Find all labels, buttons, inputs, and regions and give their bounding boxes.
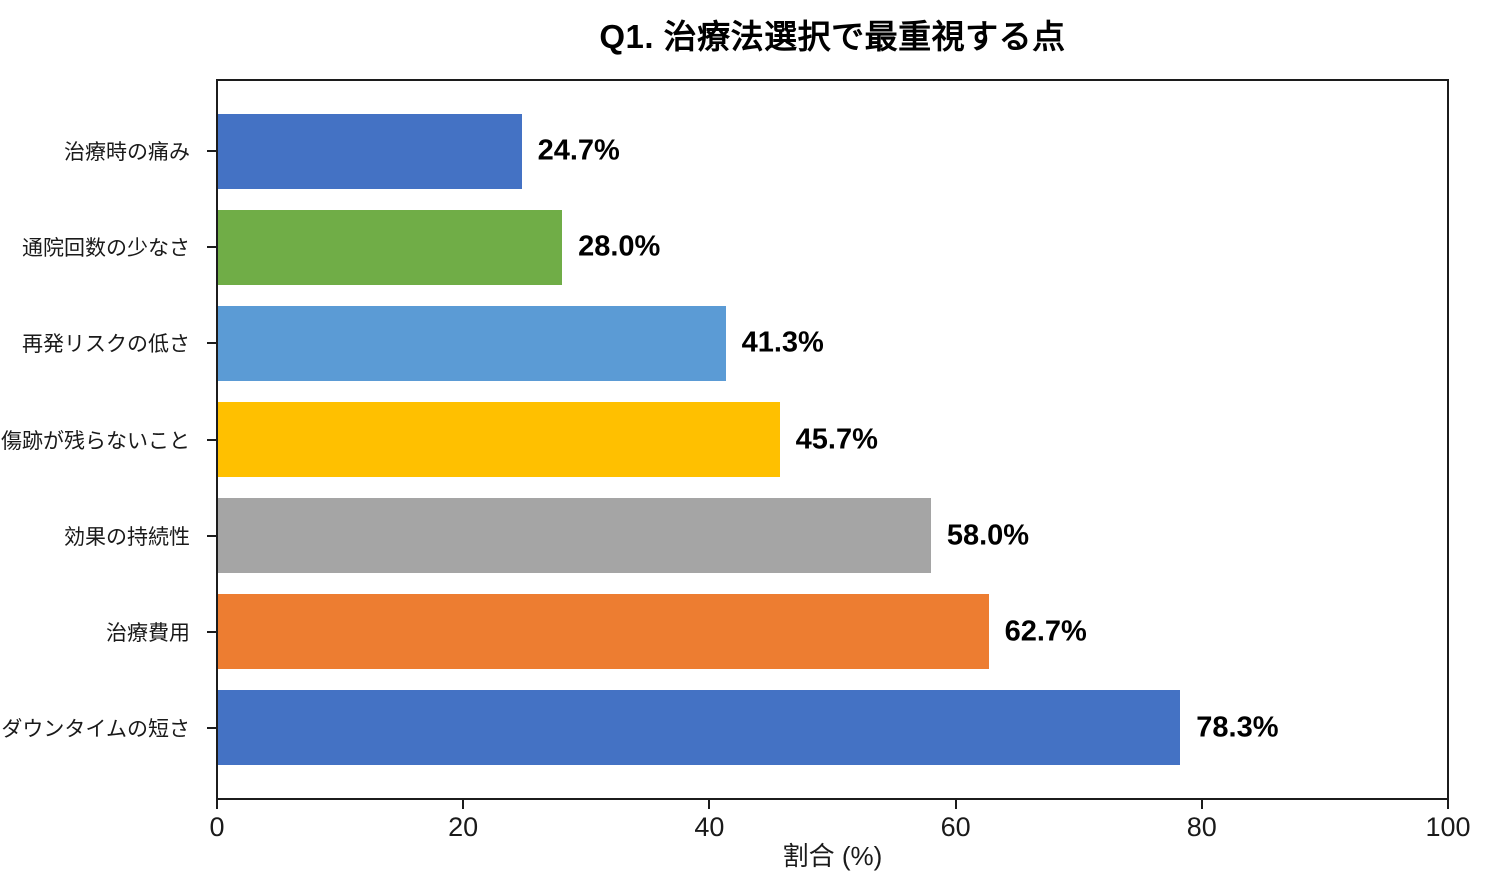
bar-value-label: 62.7%	[1004, 615, 1087, 648]
x-axis-label: 割合 (%)	[782, 841, 883, 871]
bar-value-label: 41.3%	[741, 326, 824, 359]
y-tick-mark	[207, 342, 216, 345]
y-tick-label: 治療費用	[106, 621, 190, 645]
y-tick-label: 効果の持続性	[64, 525, 190, 549]
bar-2	[218, 209, 563, 285]
x-tick-mark	[216, 800, 218, 809]
bar-6	[218, 594, 989, 670]
y-axis: 治療時の痛み通院回数の少なさ 再発リスクの低さ傷跡が残らないこと効果の持続性治療費…	[0, 81, 216, 798]
bar-value-label: 24.7%	[537, 134, 620, 167]
y-tick-mark	[207, 246, 216, 249]
bar-7	[218, 690, 1181, 766]
bar-value-label: 58.0%	[946, 519, 1030, 552]
bar-4	[218, 402, 780, 477]
y-tick-mark	[207, 438, 216, 441]
x-tick-label: 60	[940, 812, 971, 842]
bar-1	[218, 113, 522, 189]
y-tick-label: 通院回数の少なさ	[22, 237, 190, 261]
x-tick-mark	[954, 800, 957, 809]
bar-5	[218, 498, 931, 574]
y-tick-mark	[207, 630, 216, 633]
bar-value-label: 28.0%	[578, 230, 661, 263]
x-tick-label: 40	[694, 812, 725, 842]
bar-value-label: 78.3%	[1196, 711, 1279, 744]
y-tick-label: ダウンタイムの短さ	[1, 717, 190, 741]
plot-area: 24.7% 28.0% 41.3% 45.7% 58.0% 62.7% 78.3%	[216, 79, 1449, 800]
x-tick-label: 100	[1425, 812, 1471, 842]
x-tick-mark	[708, 800, 711, 809]
y-tick-label: 傷跡が残らないこと	[1, 429, 190, 453]
x-tick-mark	[462, 800, 465, 809]
x-tick-label: 20	[448, 812, 479, 842]
y-tick-mark	[207, 534, 216, 537]
bar-3	[218, 305, 726, 381]
bar-value-label: 45.7%	[795, 423, 878, 455]
y-tick-label: 治療時の痛み	[64, 141, 190, 165]
y-tick-mark	[207, 726, 216, 729]
x-tick-label: 80	[1186, 812, 1217, 842]
x-axis: 0 20 40 60 80 100	[209, 800, 1471, 850]
y-tick-label: 再発リスクの低さ	[22, 333, 190, 357]
x-tick-label: 0	[209, 812, 225, 842]
chart-title: Q1. 治療法選択で最重視する点	[599, 18, 1066, 55]
x-tick-mark	[1447, 800, 1449, 809]
x-tick-mark	[1200, 800, 1203, 809]
y-tick-mark	[207, 150, 216, 153]
